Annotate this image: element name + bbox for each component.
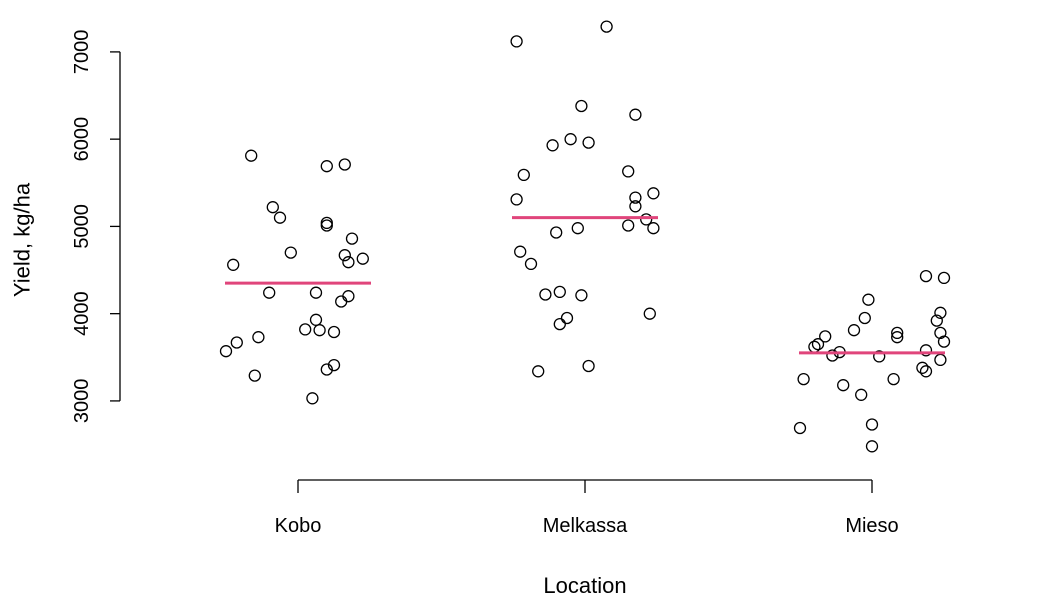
x-axis-title: Location (543, 573, 626, 598)
data-point (320, 363, 333, 376)
data-point (252, 331, 265, 344)
data-point (309, 313, 323, 326)
data-point (793, 421, 807, 435)
y-tick-label: 7000 (71, 30, 93, 75)
data-points (219, 20, 951, 453)
data-point (797, 372, 810, 386)
data-point (550, 226, 563, 239)
data-point (865, 418, 879, 431)
data-point (309, 286, 323, 299)
y-tick-label: 4000 (71, 291, 93, 336)
data-point (600, 20, 613, 33)
data-point (582, 136, 595, 149)
y-axis-title: Yield, kg/ha (10, 182, 35, 297)
data-point (335, 295, 348, 308)
data-point (811, 338, 825, 351)
data-point (273, 211, 287, 224)
data-point (937, 335, 951, 348)
data-point (575, 99, 588, 113)
y-tick-label: 5000 (71, 204, 93, 249)
data-point (227, 258, 240, 271)
data-point (510, 193, 523, 206)
data-point (266, 201, 279, 214)
data-point (510, 35, 523, 48)
data-point (284, 246, 297, 259)
data-point (342, 256, 355, 269)
data-point (532, 365, 545, 378)
data-point (837, 379, 850, 392)
data-point (546, 139, 559, 152)
data-point (865, 440, 879, 453)
data-point (345, 232, 359, 245)
data-point (338, 158, 351, 171)
data-point (647, 222, 660, 235)
data-point (622, 219, 635, 232)
x-tick-label: Kobo (275, 515, 322, 537)
data-point (629, 191, 642, 204)
x-tick-label: Mieso (845, 515, 898, 537)
y-axis: 3000 4000 5000 6000 7000 (71, 30, 121, 424)
data-point (934, 306, 947, 319)
data-point (327, 325, 341, 339)
data-point (320, 216, 333, 230)
data-point (560, 311, 574, 325)
data-point (263, 286, 276, 299)
data-point (858, 311, 871, 325)
data-point (313, 324, 326, 337)
data-point (356, 252, 369, 265)
x-tick-label: Melkassa (543, 515, 628, 537)
data-point (517, 168, 530, 182)
data-point (338, 249, 351, 262)
data-point (306, 392, 319, 405)
data-point (847, 324, 861, 337)
data-point (327, 358, 341, 372)
data-point (647, 187, 660, 200)
data-point (575, 289, 588, 302)
data-point (937, 271, 951, 285)
data-point (571, 222, 584, 235)
data-point (320, 219, 333, 232)
data-point (887, 372, 900, 386)
data-point (582, 359, 595, 373)
data-point (640, 213, 653, 226)
data-point (934, 326, 947, 340)
mean-lines (225, 216, 945, 355)
data-point (553, 285, 566, 299)
data-point (916, 361, 929, 374)
data-point (919, 269, 933, 283)
data-point (643, 307, 656, 320)
data-point (219, 345, 233, 358)
data-point (934, 353, 947, 367)
data-point (919, 365, 933, 378)
data-point (622, 165, 635, 178)
data-point (539, 288, 552, 301)
data-point (808, 340, 821, 353)
data-point (564, 133, 577, 146)
data-point (891, 326, 904, 340)
data-point (299, 323, 312, 336)
data-point (248, 369, 261, 382)
data-point (862, 293, 875, 306)
data-point (873, 350, 886, 363)
data-point (230, 336, 243, 349)
data-point (930, 314, 943, 327)
data-point (855, 388, 868, 401)
data-point (514, 245, 527, 258)
data-point (342, 290, 355, 303)
y-tick-label: 3000 (71, 379, 93, 424)
data-point (629, 108, 642, 121)
data-point (819, 330, 832, 343)
data-point (524, 257, 538, 271)
data-point (891, 331, 904, 344)
data-point (553, 317, 566, 331)
data-point (245, 149, 258, 162)
data-point (629, 200, 642, 213)
data-point (826, 349, 839, 362)
data-point (919, 344, 933, 357)
y-tick-label: 6000 (71, 117, 93, 162)
data-point (320, 160, 333, 173)
x-axis: Kobo Melkassa Mieso (275, 479, 899, 537)
